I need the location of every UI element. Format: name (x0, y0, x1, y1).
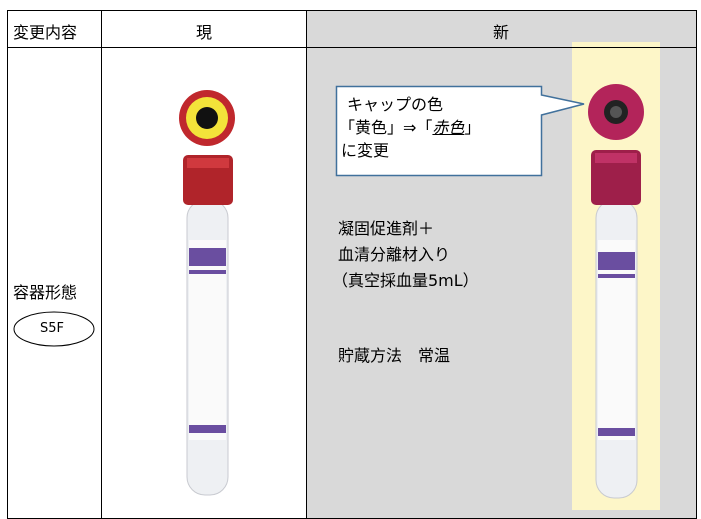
callout-emphasis: 赤色 (432, 118, 465, 137)
grid (7, 10, 697, 519)
description-line: 血清分離材入り (338, 245, 451, 264)
row-label: 容器形態 (13, 283, 78, 302)
header-cell: 変更内容 (13, 23, 78, 42)
callout-text: 」 (464, 118, 481, 137)
storage-text: 貯蔵方法 常温 (338, 346, 451, 365)
badge-text: S5F (40, 321, 65, 336)
callout-line: キャップの色 (347, 95, 444, 114)
description-line: 凝固促進剤＋ (338, 219, 435, 238)
tube-new (588, 84, 644, 499)
header-cell: 新 (493, 23, 510, 42)
badge-oval (13, 311, 95, 347)
callout-text: 「黄色」⇒「 (339, 118, 433, 137)
callout-box (335, 85, 585, 177)
description-line: （真空採血量5mL） (332, 271, 479, 290)
tube-current (179, 90, 235, 496)
header-cell: 現 (196, 23, 213, 42)
callout-line: 「黄色」⇒「赤色」 (339, 114, 480, 138)
callout-line: に変更 (341, 141, 390, 160)
